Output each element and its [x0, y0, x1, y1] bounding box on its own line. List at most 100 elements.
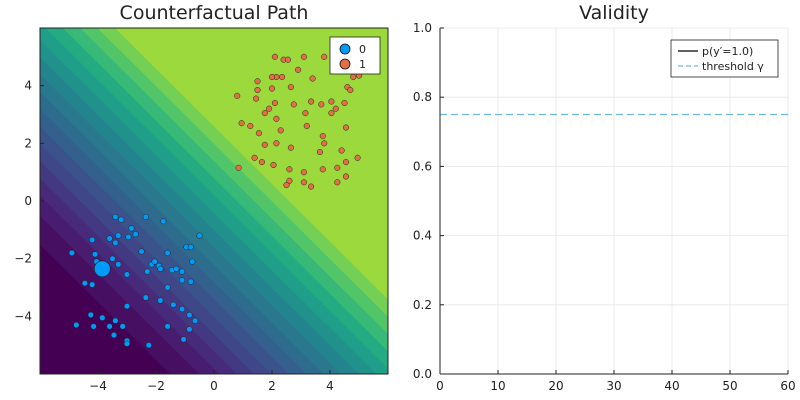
- series-0-point: [180, 336, 187, 343]
- series-0-point: [112, 317, 119, 324]
- legend-marker-0: [339, 43, 351, 55]
- y-tick-label: 0.6: [413, 159, 432, 173]
- counterfactual-title: Counterfactual Path: [120, 2, 309, 24]
- series-1-point: [261, 110, 268, 117]
- series-1-point: [251, 154, 258, 161]
- series-1-point: [268, 85, 276, 92]
- series-0-point: [170, 301, 177, 308]
- series-0-point: [89, 236, 96, 243]
- series-1-point: [354, 154, 361, 161]
- series-0-point: [128, 225, 135, 232]
- validity-legend: p(y′=1.0) threshold γ: [670, 39, 779, 78]
- series-1-point: [268, 73, 276, 81]
- series-0-point: [187, 244, 194, 251]
- series-1-point: [342, 173, 350, 180]
- series-1-point: [254, 78, 261, 85]
- factual-point: [94, 260, 111, 278]
- x-tick-label: 10: [490, 379, 505, 393]
- series-0-point: [151, 258, 158, 265]
- x-tick-label: 0: [210, 379, 218, 393]
- series-0-point: [68, 249, 75, 256]
- validity-panel: Validity 0 10 20 30 40 50 60 0.0 0.2 0.4 0.6 0.8 1.…: [413, 2, 796, 393]
- series-1-point: [266, 105, 273, 112]
- series-1-point: [318, 101, 325, 108]
- series-1-point: [300, 179, 307, 186]
- legend-label-probability: p(y′=1.0): [702, 45, 753, 58]
- validity-title: Validity: [579, 2, 649, 24]
- series-0-point: [110, 332, 118, 339]
- contour-band-14: [62, 28, 388, 352]
- series-0-point: [112, 213, 119, 220]
- counterfactual-panel: Counterfactual Path −4 −2 0 2 4 −4 −2 0 2 4 0 1: [14, 2, 389, 393]
- series-0-point: [173, 265, 180, 272]
- series-1-point: [247, 122, 254, 130]
- x-tick-label: 20: [548, 379, 563, 393]
- series-0-point: [123, 340, 131, 347]
- counterfactual-x-ticks: −4 −2 0 2 4: [89, 370, 334, 393]
- series-1-point: [334, 179, 341, 186]
- series-0-point: [99, 314, 106, 321]
- y-tick-label: 0.4: [413, 229, 432, 243]
- series-1-point: [234, 92, 241, 99]
- series-0-point: [123, 303, 131, 310]
- x-tick-label: 30: [606, 379, 621, 393]
- x-tick-label: 0: [436, 379, 444, 393]
- series-0-point: [164, 249, 171, 256]
- series-1-point: [300, 53, 307, 60]
- series-1-point: [341, 99, 348, 107]
- series-0-point: [92, 251, 99, 258]
- scatter-points: [68, 53, 363, 349]
- x-tick-label: 40: [664, 379, 679, 393]
- series-1-point: [321, 53, 328, 60]
- y-tick-label: 2: [24, 136, 32, 150]
- series-0-point: [157, 297, 164, 304]
- legend-label-threshold: threshold γ: [702, 60, 764, 73]
- series-0-point: [142, 294, 149, 301]
- series-0-point: [106, 235, 113, 242]
- decision-contour: [40, 28, 388, 374]
- series-0-point: [179, 268, 186, 275]
- series-0-point: [119, 323, 126, 330]
- legend-marker-1: [339, 58, 351, 70]
- series-1-point: [334, 164, 341, 171]
- series-0-point: [179, 277, 186, 284]
- series-0-point: [186, 326, 193, 333]
- counterfactual-y-ticks: −4 −2 0 2 4: [14, 79, 44, 323]
- x-tick-label: −4: [89, 379, 107, 393]
- series-0-point: [132, 231, 139, 238]
- series-1-point: [284, 56, 292, 63]
- series-0-point: [115, 261, 122, 268]
- series-1-point: [238, 120, 245, 127]
- series-0-point: [145, 342, 152, 349]
- series-1-point: [300, 169, 307, 176]
- validity-grid: [439, 27, 789, 375]
- series-1-point: [290, 101, 297, 108]
- series-1-point: [319, 166, 326, 173]
- series-1-point: [235, 164, 242, 171]
- series-1-point: [277, 127, 284, 134]
- contour-band-17: [114, 28, 388, 300]
- series-1-point: [316, 148, 323, 156]
- series-1-point: [271, 53, 278, 60]
- series-0-point: [164, 323, 171, 330]
- series-0-point: [109, 255, 116, 262]
- y-tick-label: 1.0: [413, 21, 432, 35]
- series-0-point: [192, 317, 199, 324]
- x-tick-label: 2: [268, 379, 276, 393]
- series-0-point: [81, 280, 88, 287]
- series-1-point: [338, 147, 345, 154]
- series-0-point: [125, 233, 132, 241]
- series-0-point: [179, 306, 186, 313]
- series-1-point: [287, 84, 294, 91]
- series-1-point: [350, 73, 357, 81]
- x-tick-label: −2: [147, 379, 165, 393]
- series-0-point: [196, 232, 203, 239]
- series-0-point: [73, 321, 80, 329]
- x-tick-label: 4: [326, 379, 334, 393]
- series-1-point: [287, 144, 294, 151]
- series-0-point: [186, 311, 193, 318]
- y-tick-label: 0: [24, 194, 32, 208]
- contour-band-15: [80, 28, 388, 335]
- series-0-point: [160, 218, 167, 225]
